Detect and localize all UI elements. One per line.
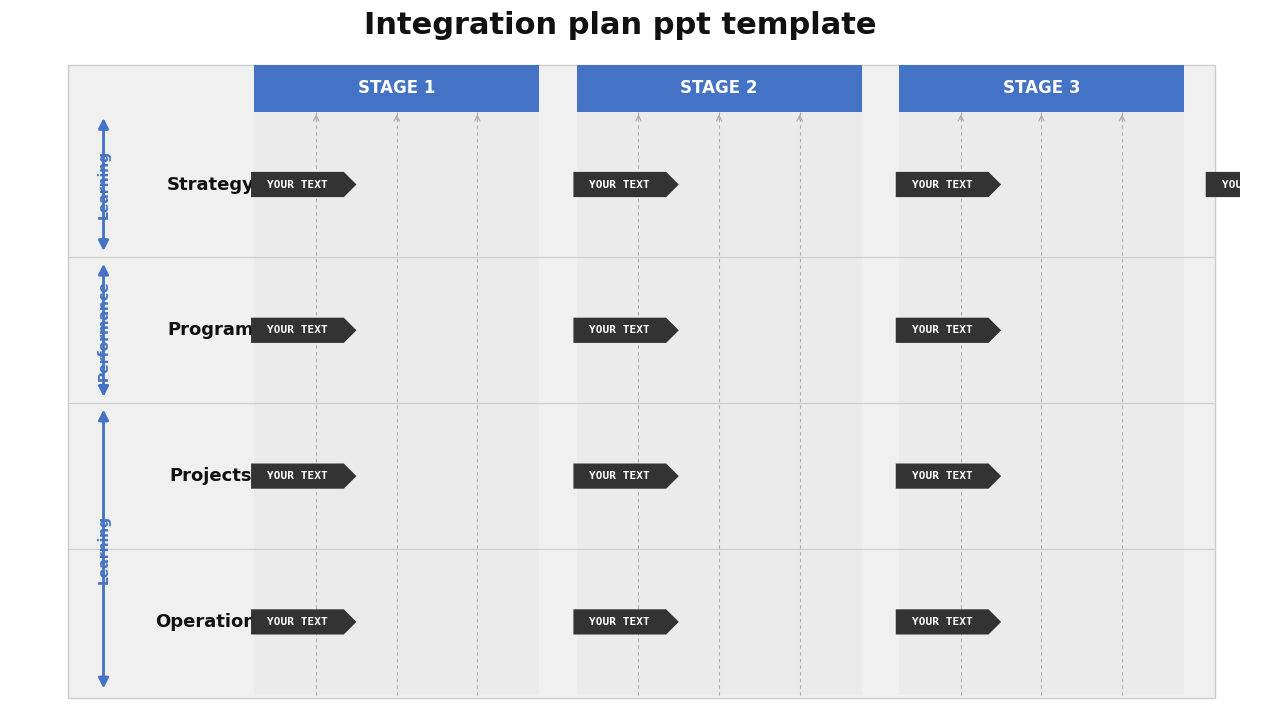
- Text: YOUR TEXT: YOUR TEXT: [268, 471, 328, 481]
- Text: Program: Program: [168, 321, 253, 339]
- Polygon shape: [573, 318, 678, 343]
- FancyBboxPatch shape: [68, 65, 1215, 698]
- Text: YOUR TEXT: YOUR TEXT: [268, 325, 328, 336]
- Text: STAGE 2: STAGE 2: [681, 79, 758, 97]
- Text: YOUR TEXT: YOUR TEXT: [589, 179, 650, 189]
- Text: Learning: Learning: [96, 150, 110, 219]
- Text: Performance: Performance: [96, 280, 110, 381]
- Text: YOUR TEXT: YOUR TEXT: [268, 617, 328, 627]
- Polygon shape: [896, 318, 1001, 343]
- Text: YOUR TEXT: YOUR TEXT: [911, 325, 973, 336]
- Text: Operations: Operations: [155, 613, 266, 631]
- Polygon shape: [251, 172, 356, 197]
- Text: YOUR TEXT: YOUR TEXT: [1221, 179, 1280, 189]
- FancyBboxPatch shape: [576, 65, 861, 112]
- Text: Learning: Learning: [96, 515, 110, 583]
- FancyBboxPatch shape: [255, 112, 539, 695]
- Polygon shape: [896, 609, 1001, 634]
- Polygon shape: [251, 464, 356, 489]
- Polygon shape: [573, 464, 678, 489]
- Text: Integration plan ppt template: Integration plan ppt template: [364, 11, 876, 40]
- Polygon shape: [573, 172, 678, 197]
- FancyBboxPatch shape: [899, 65, 1184, 112]
- FancyBboxPatch shape: [899, 112, 1184, 695]
- FancyBboxPatch shape: [576, 112, 861, 695]
- Text: YOUR TEXT: YOUR TEXT: [268, 179, 328, 189]
- Polygon shape: [251, 609, 356, 634]
- Text: YOUR TEXT: YOUR TEXT: [589, 325, 650, 336]
- Text: Projects: Projects: [169, 467, 252, 485]
- Text: YOUR TEXT: YOUR TEXT: [911, 471, 973, 481]
- Text: STAGE 1: STAGE 1: [358, 79, 435, 97]
- Text: STAGE 3: STAGE 3: [1002, 79, 1080, 97]
- Polygon shape: [896, 464, 1001, 489]
- Text: YOUR TEXT: YOUR TEXT: [911, 617, 973, 627]
- Text: YOUR TEXT: YOUR TEXT: [589, 471, 650, 481]
- Text: YOUR TEXT: YOUR TEXT: [589, 617, 650, 627]
- Polygon shape: [896, 172, 1001, 197]
- Text: Strategy: Strategy: [166, 176, 255, 194]
- Polygon shape: [573, 609, 678, 634]
- Polygon shape: [1206, 172, 1280, 197]
- Polygon shape: [251, 318, 356, 343]
- FancyBboxPatch shape: [255, 65, 539, 112]
- Text: YOUR TEXT: YOUR TEXT: [911, 179, 973, 189]
